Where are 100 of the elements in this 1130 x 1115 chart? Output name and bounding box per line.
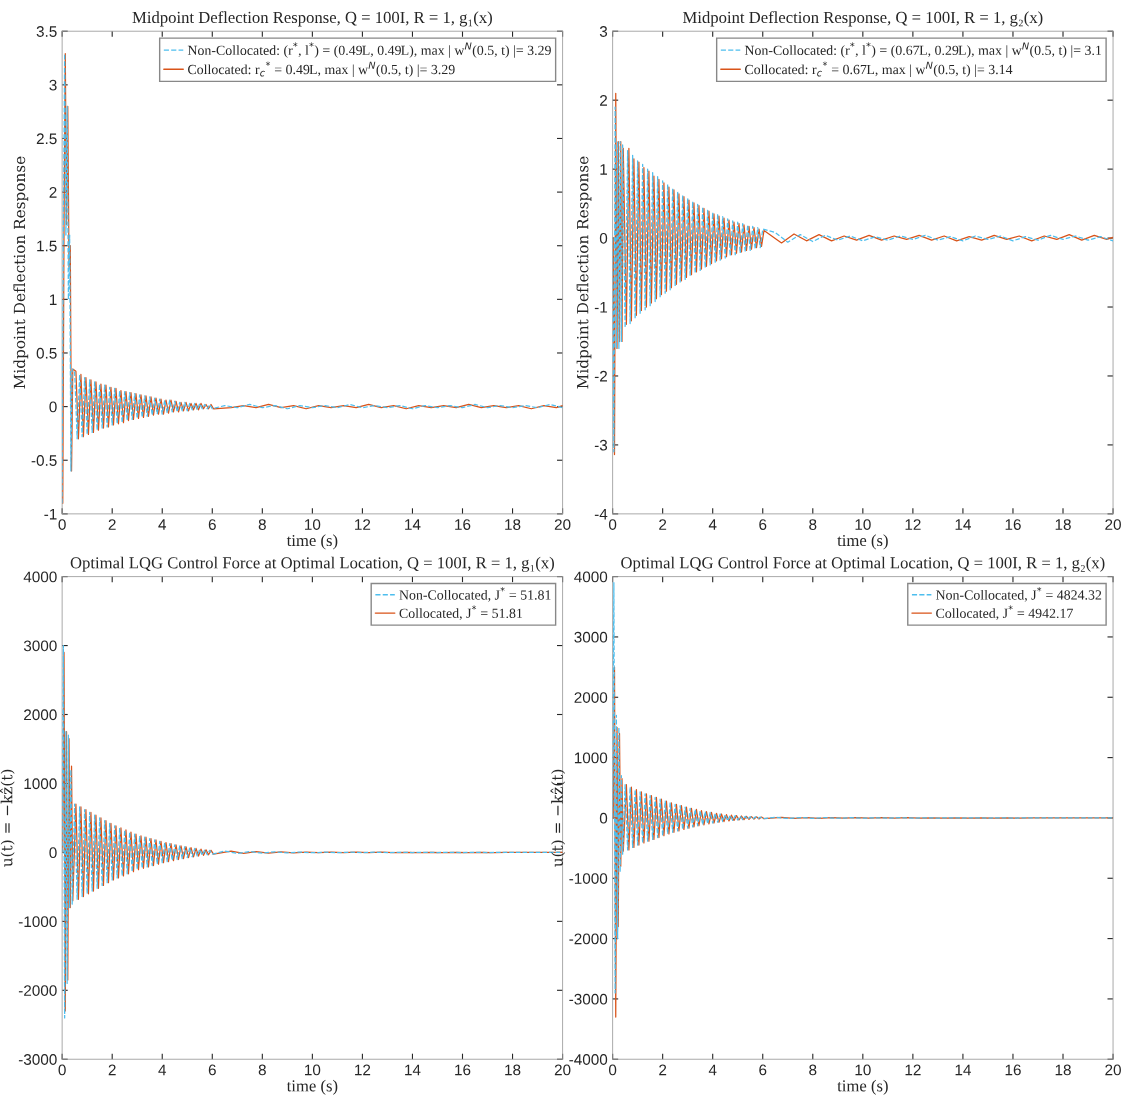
y-tick-label: 3 xyxy=(599,26,608,37)
x-tick-label: 16 xyxy=(1005,519,1021,530)
y-tick-label: 0 xyxy=(49,401,57,413)
y-tick-label: 0 xyxy=(49,847,57,859)
x-tick-label: 2 xyxy=(108,1064,116,1076)
x-tick-label: 20 xyxy=(554,1064,571,1076)
x-tick-label: 18 xyxy=(1055,519,1071,530)
x-tick-label: 20 xyxy=(1105,519,1121,530)
legend-label: Collocated: r$_{c}$$^{*}$ = 0.67L, max | w$^{N}$(0.5, t) |= 3.14 xyxy=(745,61,1013,78)
x-tick-label: 2 xyxy=(108,519,116,530)
y-axis-title: u(t) = −kẑ(t) xyxy=(550,769,566,867)
chart-title: Midpoint Deflection Response, Q = 100I, R = 1, g₁(x) xyxy=(132,11,492,27)
x-tick-label: 4 xyxy=(708,1064,717,1076)
x-tick-label: 14 xyxy=(405,1064,421,1076)
x-tick-label: 20 xyxy=(1105,1064,1121,1076)
y-tick-label: 4000 xyxy=(23,571,57,583)
y-tick-label: -2000 xyxy=(18,985,57,996)
y-tick-label: 0.5 xyxy=(36,347,57,359)
y-tick-label: -4 xyxy=(594,508,608,520)
y-tick-label: -3000 xyxy=(18,1054,57,1065)
x-tick-label: 4 xyxy=(158,1064,167,1076)
x-tick-label: 16 xyxy=(1005,1064,1021,1076)
y-tick-label: 3.5 xyxy=(36,26,57,37)
x-tick-label: 18 xyxy=(505,1064,521,1076)
chart-title: Midpoint Deflection Response, Q = 100I, R = 1, g₂(x) xyxy=(682,11,1043,27)
x-tick-label: 4 xyxy=(158,519,167,530)
x-tick-label: 16 xyxy=(455,1064,471,1076)
y-tick-label: -1000 xyxy=(18,916,57,928)
x-tick-label: 14 xyxy=(405,519,421,530)
x-tick-label: 0 xyxy=(608,1064,617,1076)
x-tick-label: 20 xyxy=(554,519,571,530)
x-tick-label: 10 xyxy=(855,1064,871,1076)
legend-label: Non-Collocated: (r$^{*}$, l$^{*}$) = (0.49L, 0.49L), max | w$^{N}$(0.5, t) |= 3.29 xyxy=(187,42,551,58)
y-tick-label: 2 xyxy=(49,186,57,198)
y-tick-label: -4000 xyxy=(569,1054,608,1065)
x-tick-label: 10 xyxy=(855,519,871,530)
y-tick-label: 3 xyxy=(49,79,57,91)
x-tick-label: 16 xyxy=(455,519,471,530)
y-tick-label: -0.5 xyxy=(31,455,57,466)
x-tick-label: 12 xyxy=(355,519,371,530)
x-tick-label: 10 xyxy=(305,1064,321,1076)
x-tick-label: 8 xyxy=(809,519,817,530)
y-tick-label: 1000 xyxy=(574,752,608,764)
line-series xyxy=(612,666,1114,1018)
y-tick-label: 2000 xyxy=(574,692,608,703)
x-tick-label: 10 xyxy=(305,519,321,530)
x-tick-label: 8 xyxy=(258,1064,266,1076)
y-tick-label: -1 xyxy=(44,508,57,520)
legend-label: Collocated: r$_{c}$$^{*}$ = 0.49L, max | w$^{N}$(0.5, t) |= 3.29 xyxy=(188,61,455,78)
legend-label: Non-Collocated, J$^{*}$ = 51.81 xyxy=(399,586,551,602)
x-tick-label: 6 xyxy=(208,519,216,530)
x-tick-label: 8 xyxy=(258,519,266,530)
y-tick-label: 2.5 xyxy=(36,133,57,145)
y-tick-label: 4000 xyxy=(574,571,608,583)
x-tick-label: 0 xyxy=(58,519,66,530)
y-tick-label: -2 xyxy=(594,370,607,382)
y-tick-label: 3000 xyxy=(23,640,57,652)
x-tick-label: 6 xyxy=(759,519,767,530)
x-tick-label: 2 xyxy=(659,1064,667,1076)
y-tick-label: 1.5 xyxy=(37,240,57,252)
x-tick-label: 18 xyxy=(505,519,521,530)
y-tick-label: -2000 xyxy=(569,933,608,945)
x-tick-label: 0 xyxy=(608,519,617,530)
y-tick-label: 0 xyxy=(599,812,608,824)
x-axis-title: time (s) xyxy=(286,534,338,550)
y-axis-title: Midpoint Deflection Response xyxy=(13,156,29,389)
y-axis-title: u(t) = −kẑ(t) xyxy=(0,769,15,867)
y-tick-label: -3000 xyxy=(569,993,608,1005)
legend-label: Non-Collocated: (r$^{*}$, l$^{*}$) = (0.67L, 0.29L), max | w$^{N}$(0.5, t) |= 3.1 xyxy=(744,42,1102,58)
y-tick-label: 3000 xyxy=(574,631,608,643)
x-tick-label: 12 xyxy=(905,1064,921,1076)
legend-label: Collocated, J$^{*}$ = 51.81 xyxy=(399,605,523,620)
y-tick-label: 1 xyxy=(600,164,608,175)
y-tick-label: 1000 xyxy=(24,778,57,790)
y-tick-label: 2 xyxy=(600,95,607,106)
y-tick-label: -1 xyxy=(594,302,608,313)
y-tick-label: -1000 xyxy=(569,873,608,884)
x-tick-label: 14 xyxy=(955,519,971,530)
y-tick-label: 2000 xyxy=(24,709,57,721)
x-tick-label: 12 xyxy=(355,1064,371,1076)
chart-title: Optimal LQG Control Force at Optimal Location, Q = 100I, R = 1, g₂(x) xyxy=(621,556,1105,572)
x-tick-label: 6 xyxy=(208,1064,216,1076)
line-series xyxy=(612,582,1114,994)
x-tick-label: 6 xyxy=(759,1064,767,1076)
x-axis-title: time (s) xyxy=(837,534,888,550)
y-axis-title: Midpoint Deflection Response xyxy=(576,156,592,389)
x-axis-title: time (s) xyxy=(837,1079,888,1095)
x-tick-label: 0 xyxy=(58,1064,66,1076)
y-tick-label: 1 xyxy=(49,294,57,305)
legend-label: Non-Collocated, J$^{*}$ = 4824.32 xyxy=(935,586,1102,602)
y-tick-label: 0 xyxy=(599,232,608,244)
x-axis-title: time (s) xyxy=(286,1079,338,1095)
x-tick-label: 18 xyxy=(1055,1064,1071,1076)
x-tick-label: 2 xyxy=(659,519,667,530)
x-tick-label: 12 xyxy=(905,519,921,530)
y-tick-label: -3 xyxy=(594,439,608,451)
x-tick-label: 8 xyxy=(809,1064,817,1076)
chart-title: Optimal LQG Control Force at Optimal Location, Q = 100I, R = 1, g₁(x) xyxy=(70,556,554,572)
x-tick-label: 14 xyxy=(955,1064,971,1076)
x-tick-label: 4 xyxy=(708,519,717,530)
